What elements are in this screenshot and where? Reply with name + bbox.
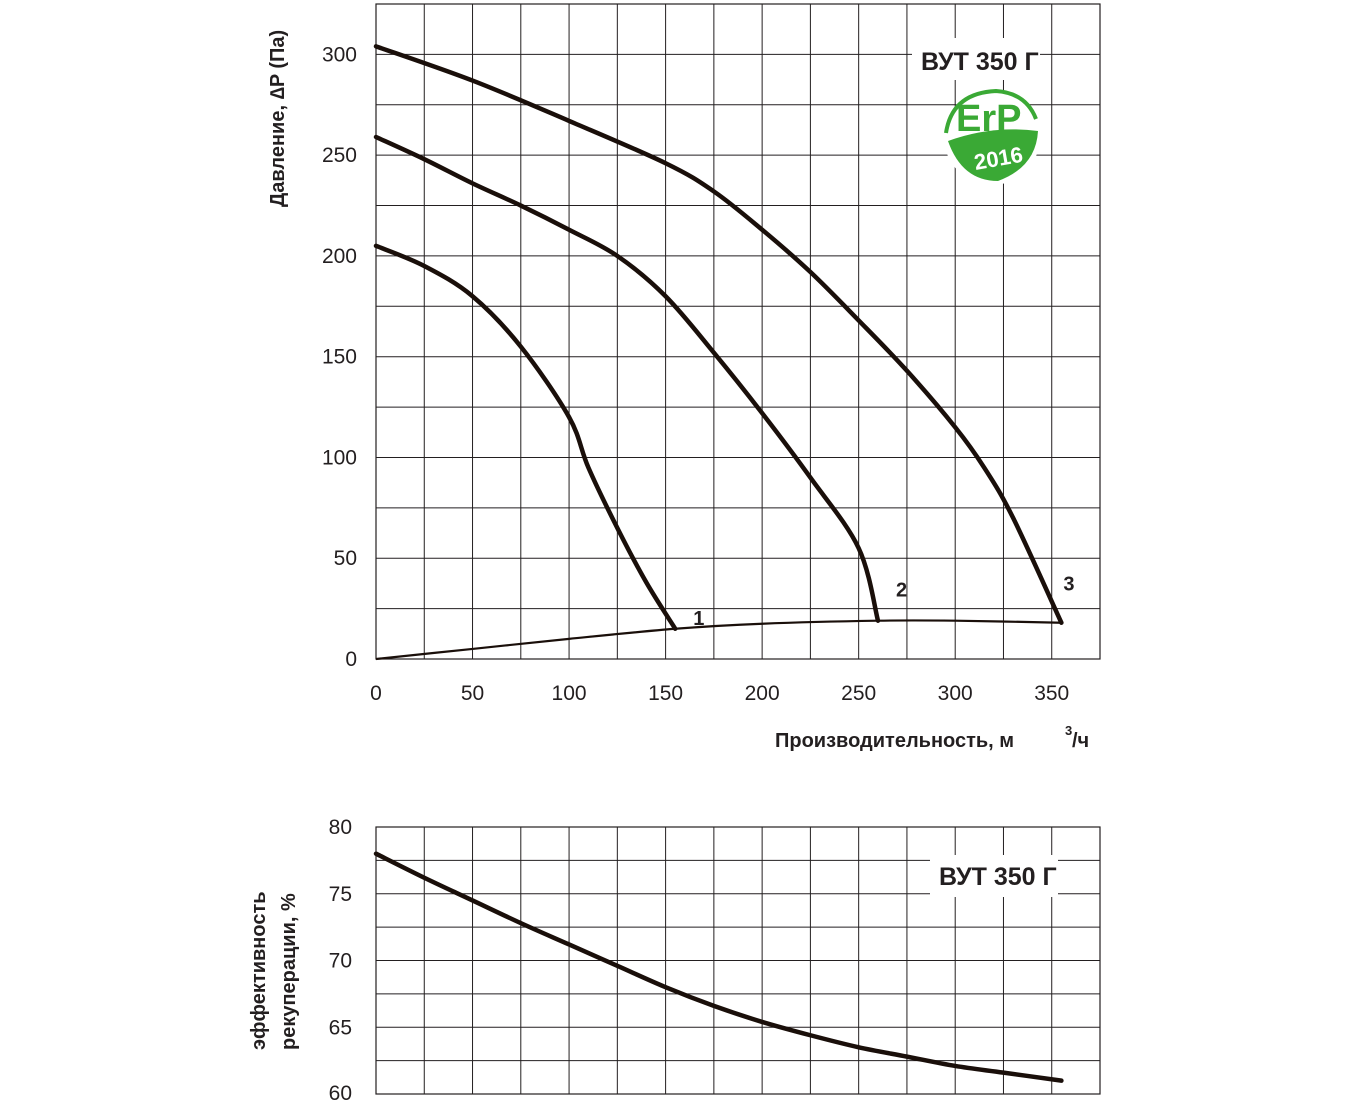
model-label: ВУТ 350 Г: [921, 48, 1039, 76]
erp-badge-leaf: [944, 88, 1038, 134]
x-tick-label: 250: [841, 682, 876, 705]
efficiency-chart: 60 65 70 75 80 ВУТ 350 Г эффективность рекуп…: [248, 816, 1101, 1101]
efficiency-curves: [373, 851, 1064, 1083]
erp-badge: ErP 2016: [944, 88, 1040, 185]
y-tick-label: 200: [322, 245, 357, 268]
model-label-2-bg: [930, 855, 1058, 897]
pressure-chart: 0 50 100 150 200 250 300 350 0 50 100 150 200 250 300…: [267, 3, 1101, 752]
y-tick-label: 150: [322, 346, 357, 369]
efficiency-curve: [373, 851, 1064, 1083]
x-tick-label: 0: [370, 682, 382, 705]
x-tick-label: 300: [938, 682, 973, 705]
model-label-2: ВУТ 350 Г: [939, 863, 1057, 891]
pressure-grid: [375, 3, 1101, 660]
curve-label-3: 3: [1063, 574, 1074, 596]
y-axis-title-2-line2: рекуперации, %: [278, 893, 300, 1050]
x-tick-label: 200: [745, 682, 780, 705]
y-tick-label: 0: [345, 648, 357, 671]
y-tick-label: 65: [329, 1016, 352, 1039]
x-axis-title: Производительность, м: [775, 730, 1014, 752]
y-tick-label: 75: [329, 883, 352, 906]
x-tick-label: 150: [648, 682, 683, 705]
y-tick-label: 80: [329, 816, 352, 839]
x-tick-label: 50: [461, 682, 484, 705]
erp-badge-text: ErP: [956, 98, 1021, 140]
pressure-curve-labels: 1 2 3: [693, 574, 1074, 630]
efficiency-y-ticks: 60 65 70 75 80: [329, 816, 352, 1101]
plot-frame-2: [375, 826, 1101, 1095]
y-tick-label: 50: [334, 547, 357, 570]
pressure-y-ticks: 0 50 100 150 200 250 300: [322, 43, 357, 671]
y-tick-label: 300: [322, 43, 357, 66]
curve-label-2: 2: [896, 580, 907, 602]
x-tick-label: 350: [1034, 682, 1069, 705]
y-tick-label: 70: [329, 950, 352, 973]
plot-frame: [375, 3, 1101, 660]
y-tick-label: 60: [329, 1082, 352, 1101]
model-label-bg: [912, 38, 1040, 80]
y-axis-title-2-line1: эффективность: [248, 891, 270, 1050]
x-axis-title-tail: /ч: [1072, 730, 1089, 752]
fan-curve-3: [373, 44, 1064, 625]
y-tick-label: 100: [322, 446, 357, 469]
x-axis-title-sup: 3: [1065, 723, 1072, 738]
curve-label-1: 1: [693, 608, 704, 630]
system-curve: [375, 619, 1062, 661]
pressure-curves: [373, 44, 1064, 661]
erp-badge-swoosh: [948, 129, 1038, 181]
x-tick-label: 100: [552, 682, 587, 705]
y-tick-label: 250: [322, 144, 357, 167]
fan-curve-2: [373, 134, 881, 623]
pressure-x-ticks: 0 50 100 150 200 250 300 350: [370, 682, 1069, 705]
y-axis-title: Давление, ∆P (Па): [267, 30, 289, 207]
fan-curve-1: [373, 243, 678, 632]
